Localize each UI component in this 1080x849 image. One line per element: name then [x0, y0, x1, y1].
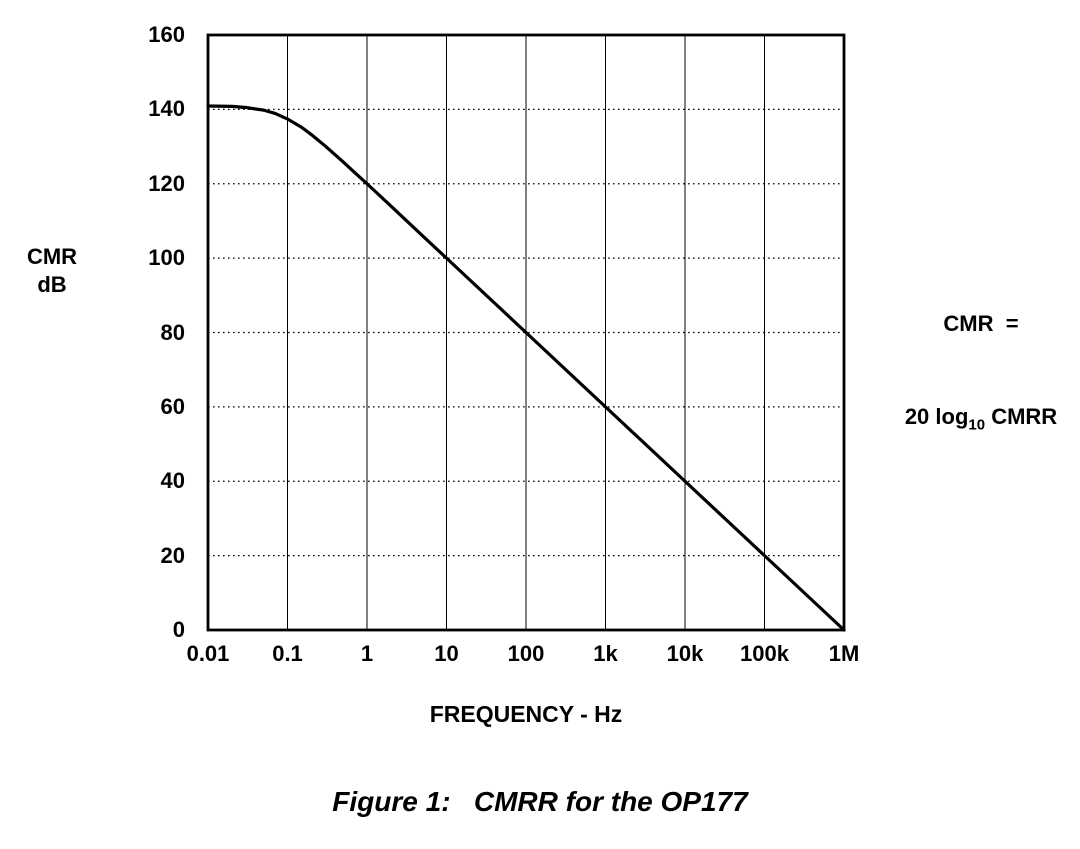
annotation-line1: CMR = [943, 311, 1019, 336]
x-tick-label-0.1: 0.1 [272, 641, 303, 666]
y-axis-title-line2: dB [37, 272, 67, 297]
annotation-log-subscript: 10 [968, 416, 986, 434]
x-tick-label-10: 10 [434, 641, 459, 666]
y-axis-tick-labels: 0 20 40 60 80 100 120 140 160 [100, 22, 185, 642]
x-tick-label-1k: 1k [593, 641, 618, 666]
y-tick-label-0: 0 [172, 617, 185, 642]
y-axis-title: CMR dB [16, 243, 88, 299]
x-axis-title: FREQUENCY - Hz [429, 701, 623, 727]
y-tick-label-160: 160 [148, 22, 185, 47]
y-tick-label-80: 80 [160, 319, 185, 345]
cmr-frequency-plot [206, 33, 846, 632]
y-tick-label-20: 20 [160, 542, 185, 568]
annotation-line2: 20 log10 CMRR [885, 401, 1077, 440]
x-tick-label-100k: 100k [740, 641, 789, 666]
x-tick-label-1M: 1M [828, 641, 860, 666]
x-tick-label-1: 1 [360, 641, 374, 666]
y-tick-label-120: 120 [148, 170, 185, 196]
y-tick-label-60: 60 [160, 393, 185, 419]
y-tick-label-100: 100 [148, 245, 185, 271]
y-tick-label-40: 40 [160, 468, 185, 494]
x-tick-label-10k: 10k [666, 641, 704, 666]
annotation-cmrr-text: CMRR [985, 404, 1058, 429]
annotation-log-text: 20 log [904, 404, 969, 429]
figure-caption: Figure 1: CMRR for the OP177 [332, 786, 748, 817]
cmr-formula-annotation: CMR = 20 log10 CMRR [885, 246, 1077, 502]
x-tick-label-0.01: 0.01 [186, 641, 230, 666]
x-axis-tick-labels: 0.01 0.1 1 10 100 1k 10k 100k 1M [187, 641, 860, 671]
y-tick-label-140: 140 [148, 96, 185, 122]
y-axis-title-line1: CMR [26, 244, 78, 269]
x-tick-label-100: 100 [507, 641, 545, 666]
